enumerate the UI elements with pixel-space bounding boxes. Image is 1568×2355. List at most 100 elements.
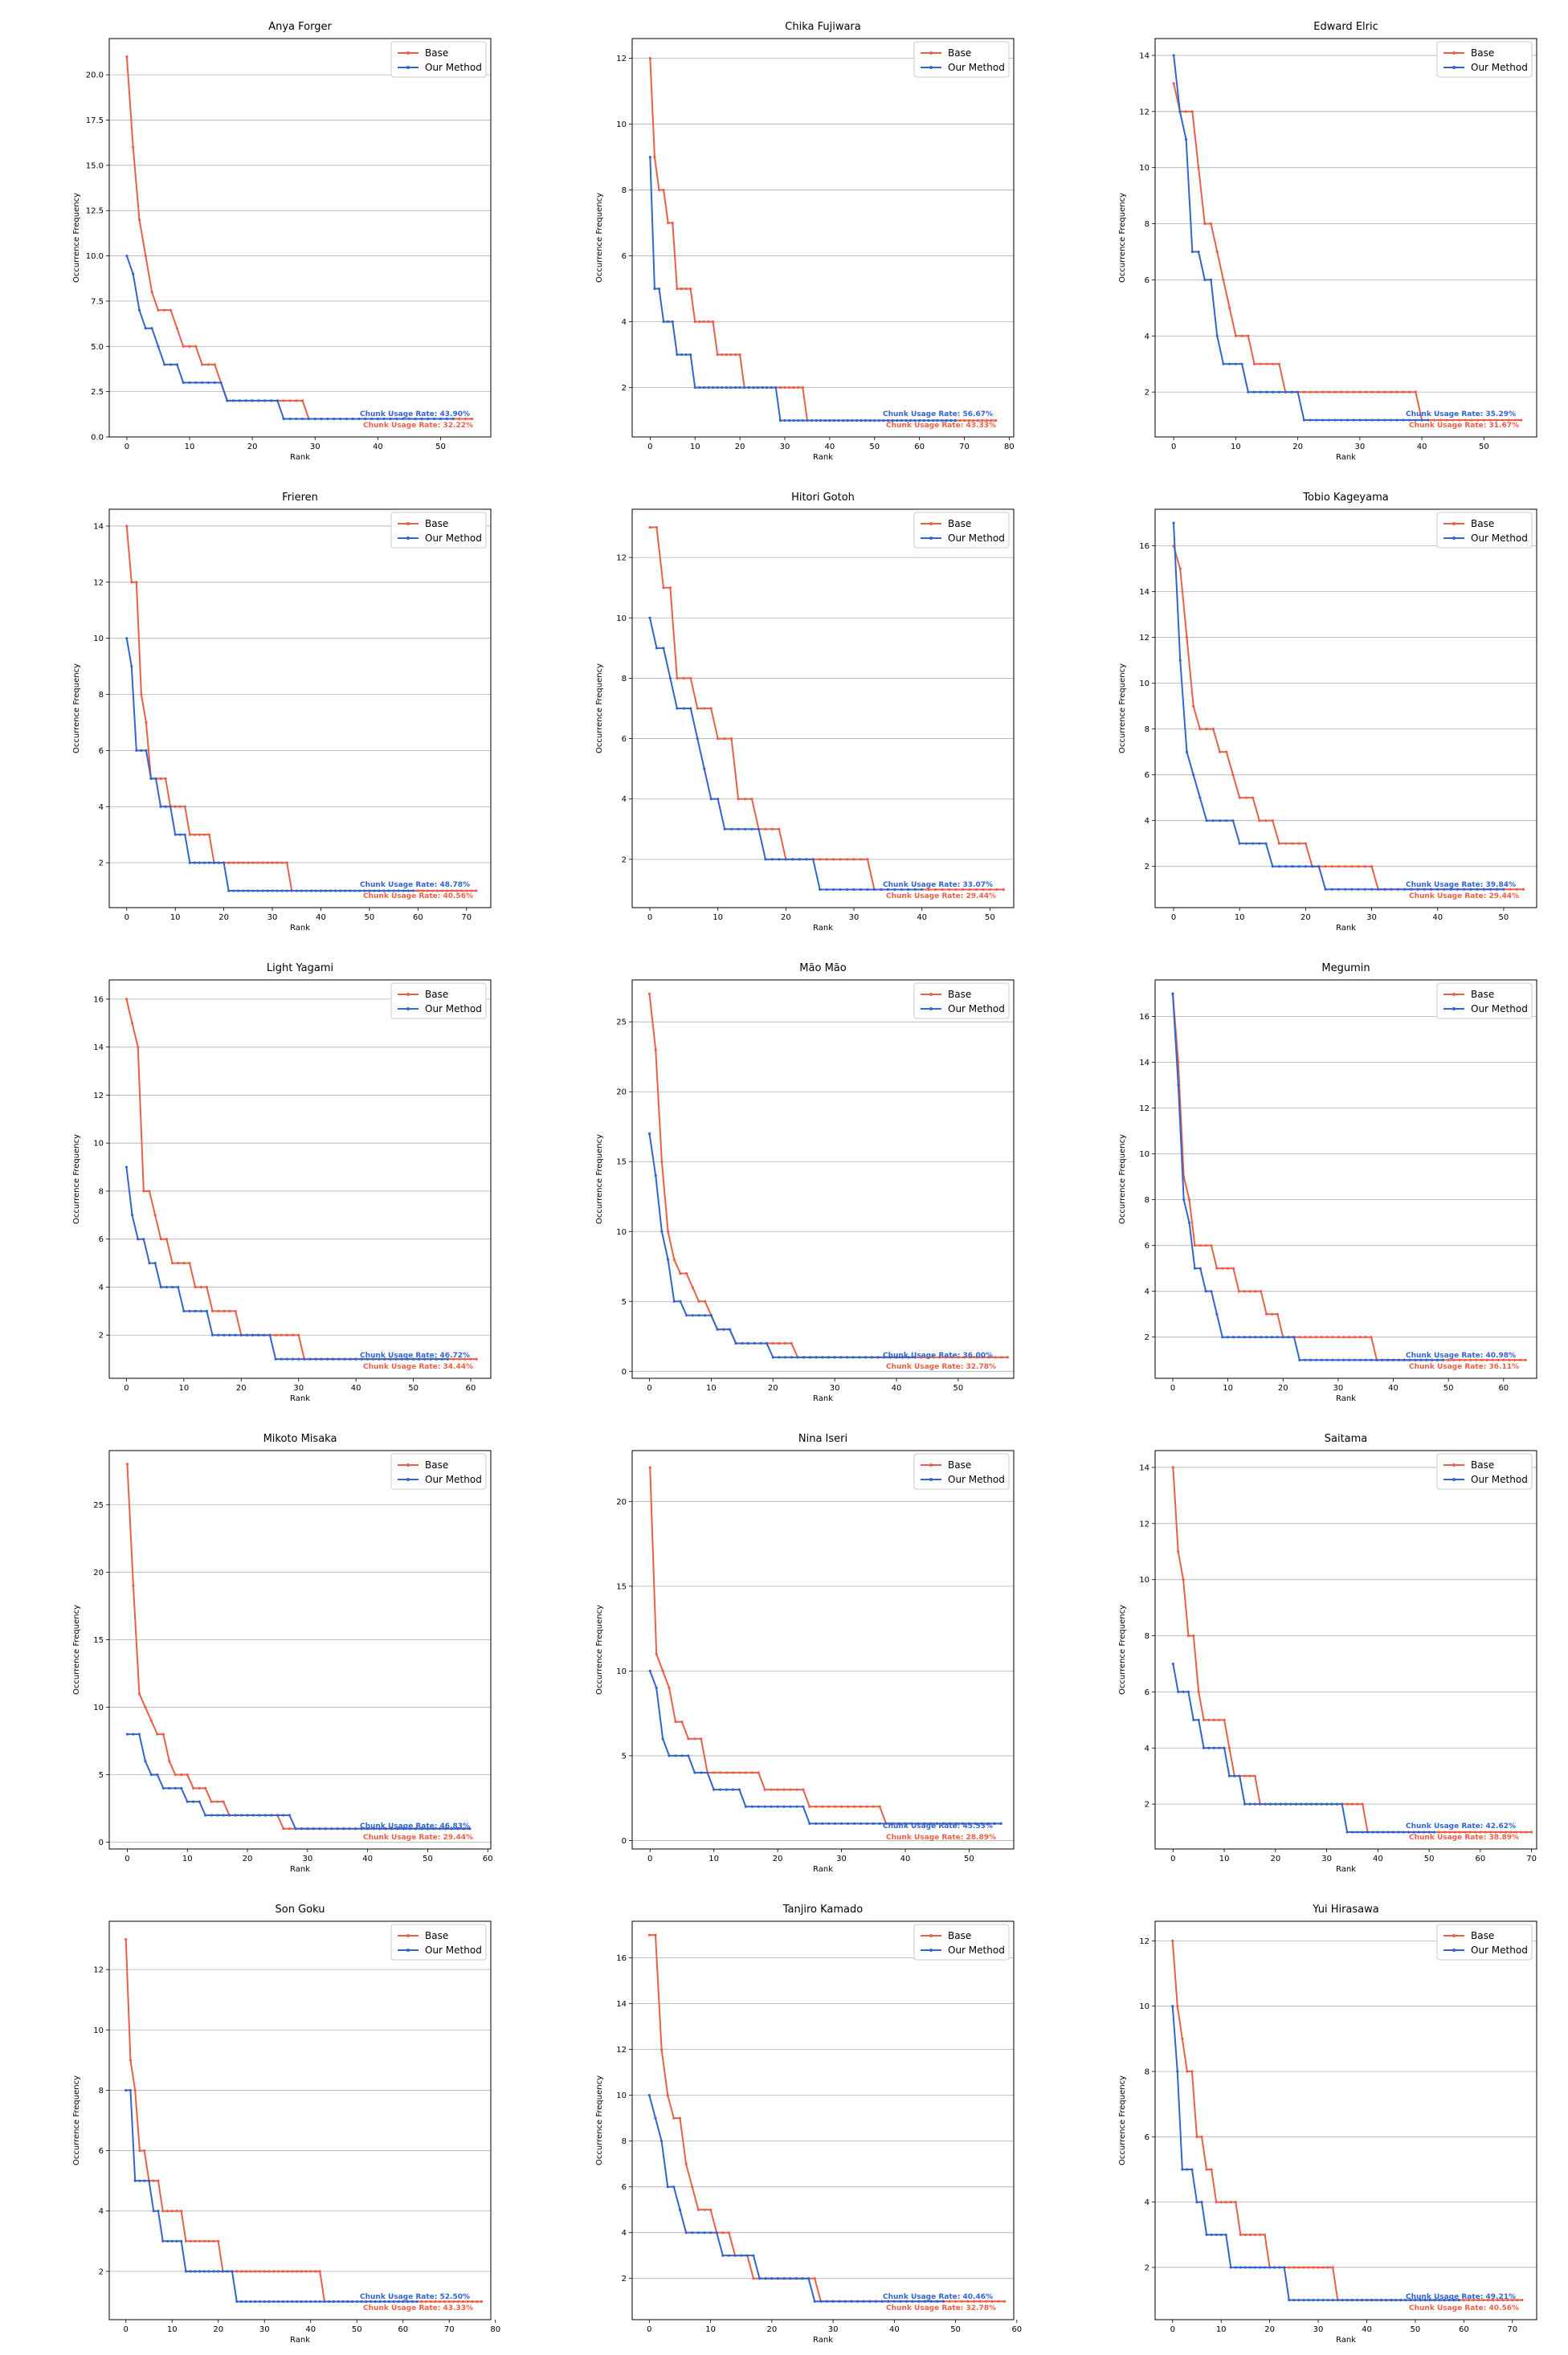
data-point-our-method: [659, 2140, 664, 2143]
data-point-our-method: [1391, 1831, 1395, 1834]
data-point-our-method: [738, 386, 741, 390]
data-point-base: [1447, 1358, 1450, 1361]
data-point-our-method: [707, 386, 710, 390]
data-point-base: [1309, 1336, 1313, 1339]
data-point-base: [839, 858, 842, 861]
data-point-base: [1297, 842, 1301, 845]
data-point-base: [204, 1786, 207, 1790]
data-point-base: [1507, 418, 1510, 422]
data-point-our-method: [328, 2300, 331, 2304]
data-point-base: [471, 2300, 474, 2304]
data-point-base: [1476, 2299, 1480, 2302]
data-point-our-method: [1389, 418, 1393, 422]
y-tick-label: 12: [93, 1092, 104, 1100]
legend-label-base: Base: [425, 1459, 448, 1471]
x-tick-label: 20: [781, 913, 791, 922]
data-point-our-method: [351, 417, 354, 421]
data-point-our-method: [407, 417, 411, 421]
data-point-base: [1472, 2299, 1476, 2302]
data-point-base: [1324, 865, 1327, 868]
data-point-base: [725, 1771, 729, 1774]
x-tick-label: 20: [243, 1855, 253, 1863]
data-point-base: [684, 2162, 688, 2165]
data-point-base: [1468, 1831, 1472, 1834]
series-line-base: [125, 998, 477, 1361]
y-tick-label: 2: [99, 859, 104, 868]
data-point-our-method: [662, 647, 665, 650]
data-point-base: [1491, 1358, 1494, 1361]
data-point-our-method: [402, 889, 405, 892]
y-tick-label: 14: [93, 1043, 104, 1052]
data-point-our-method: [708, 2231, 713, 2235]
data-point-our-method: [671, 320, 674, 324]
data-point-our-method: [1204, 1290, 1207, 1293]
x-tick-label: 0: [647, 913, 652, 922]
data-point-base: [713, 1771, 716, 1774]
data-point-our-method: [184, 2270, 188, 2273]
data-point-our-method: [389, 417, 392, 421]
data-point-base: [1006, 1356, 1009, 1359]
data-point-base: [666, 2094, 669, 2097]
y-tick-label: 6: [1145, 2133, 1149, 2142]
data-point-our-method: [1302, 2299, 1305, 2302]
data-point-our-method: [1356, 1831, 1359, 1834]
data-point-our-method: [917, 2300, 921, 2303]
data-point-base: [1327, 390, 1330, 394]
data-point-our-method: [212, 861, 216, 864]
x-tick-label: 50: [1479, 443, 1489, 451]
x-tick-label: 40: [889, 2325, 900, 2334]
data-point-base: [235, 2270, 239, 2273]
data-point-our-method: [728, 1328, 732, 1331]
data-point-our-method: [163, 363, 166, 366]
data-point-our-method: [1456, 888, 1459, 891]
data-point-our-method: [295, 889, 298, 892]
data-point-our-method: [967, 1822, 970, 1825]
data-point-base: [424, 2300, 428, 2304]
x-tick-label: 30: [1366, 913, 1377, 922]
data-point-base: [206, 363, 210, 366]
data-point-our-method: [378, 1827, 382, 1831]
data-point-our-method: [268, 1333, 272, 1337]
data-point-base: [150, 291, 153, 294]
data-point-base: [1244, 796, 1248, 799]
data-point-base: [1215, 2201, 1218, 2204]
data-point-our-method: [942, 1822, 945, 1825]
data-point-our-method: [370, 417, 374, 421]
data-point-base: [702, 320, 706, 324]
data-point-our-method: [1374, 2299, 1378, 2302]
data-point-base: [469, 1357, 472, 1361]
data-point-base: [1218, 750, 1222, 753]
data-point-our-method: [1283, 2266, 1286, 2269]
data-point-our-method: [900, 418, 903, 422]
data-point-base: [778, 1341, 781, 1345]
data-point-our-method: [1172, 54, 1175, 57]
data-point-base: [148, 1190, 151, 1193]
data-point-our-method: [1248, 2266, 1252, 2269]
data-point-our-method: [132, 272, 135, 275]
data-point-our-method: [205, 1309, 209, 1312]
data-point-our-method: [680, 1754, 684, 1757]
data-point-our-method: [716, 386, 719, 390]
data-point-base: [1383, 390, 1386, 394]
data-point-base: [752, 2277, 755, 2280]
data-point-our-method: [743, 827, 747, 831]
data-point-base: [1228, 306, 1231, 309]
data-point-our-method: [189, 2270, 192, 2273]
data-point-base: [1178, 567, 1182, 570]
data-point-our-method: [752, 2254, 755, 2257]
data-point-base: [1237, 1290, 1240, 1293]
data-point-base: [1358, 1336, 1362, 1339]
data-point-our-method: [1350, 2299, 1354, 2302]
y-tick-label: 12: [93, 578, 104, 587]
data-point-our-method: [156, 1773, 159, 1777]
data-point-base: [285, 861, 288, 864]
data-point-base: [821, 1805, 824, 1808]
data-point-base: [276, 2270, 280, 2273]
data-point-our-method: [194, 381, 198, 384]
data-point-base: [655, 1652, 658, 1655]
data-point-our-method: [202, 861, 206, 864]
data-point-our-method: [648, 1669, 651, 1672]
x-tick-label: 0: [1170, 1855, 1175, 1863]
data-point-our-method: [339, 889, 342, 892]
data-point-base: [153, 1214, 157, 1217]
